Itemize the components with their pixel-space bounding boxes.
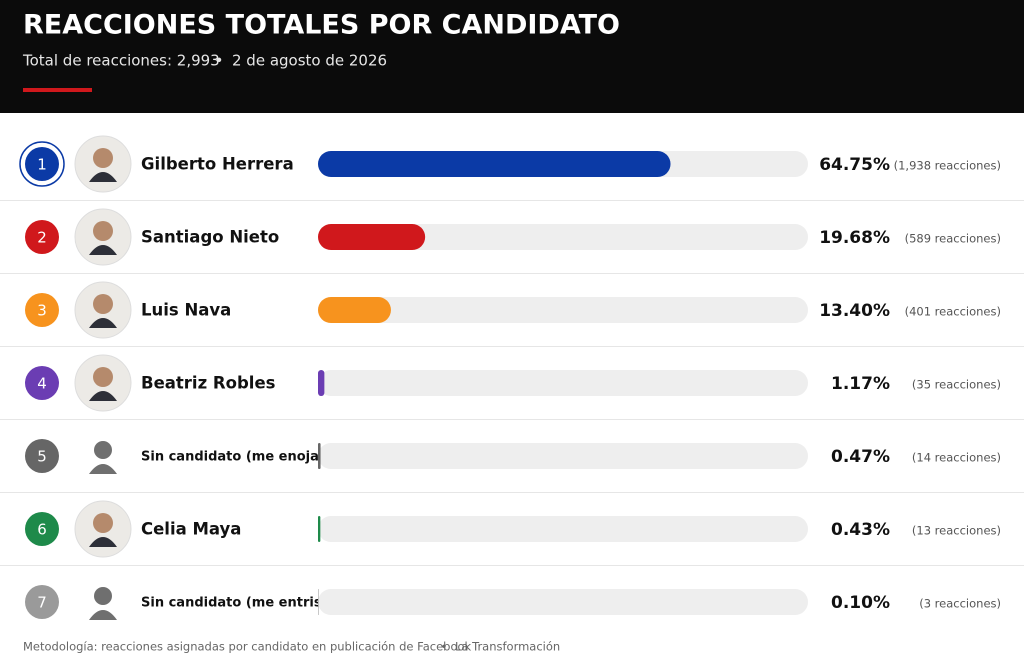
rank-number: 3 — [37, 302, 47, 320]
source: La Transformación — [455, 640, 560, 654]
avatar-head — [93, 367, 113, 387]
avatar-body — [89, 318, 117, 328]
bar — [318, 297, 391, 323]
value-label: 0.47% — [831, 447, 890, 467]
reactions-label: (14 reacciones) — [912, 451, 1001, 465]
bar-track — [318, 443, 808, 469]
rank-number: 7 — [37, 594, 47, 612]
rank-badge — [25, 366, 59, 400]
avatar-head — [93, 221, 113, 241]
reactions-label: (13 reacciones) — [912, 524, 1001, 538]
bar — [318, 589, 319, 615]
candidate-name: Gilberto Herrera — [141, 155, 294, 174]
value-label: 64.75% — [819, 155, 890, 175]
rank-badge — [25, 147, 59, 181]
avatar-head — [93, 513, 113, 533]
rank-badge — [25, 293, 59, 327]
avatar-head — [94, 587, 112, 605]
value-label: 13.40% — [819, 301, 890, 321]
date: 2 de agosto de 2026 — [232, 52, 387, 70]
value-label: 19.68% — [819, 228, 890, 248]
candidate-name: Beatriz Robles — [141, 374, 276, 393]
total-label: Total de reacciones: 2,993 — [22, 52, 220, 70]
separator: • — [441, 640, 448, 654]
rank-badge — [25, 220, 59, 254]
bar-track — [318, 297, 808, 323]
value-label: 0.10% — [831, 593, 890, 613]
rank-number: 4 — [37, 375, 47, 393]
header-background — [0, 0, 1024, 113]
rank-badge — [25, 585, 59, 619]
bar-track — [318, 224, 808, 250]
rank-number: 1 — [37, 156, 47, 174]
avatar-head — [94, 441, 112, 459]
avatar-body — [89, 391, 117, 401]
reactions-label: (589 reacciones) — [905, 232, 1001, 246]
avatar-body — [89, 537, 117, 547]
rank-badge — [25, 439, 59, 473]
bar — [318, 370, 325, 396]
avatar-body — [89, 245, 117, 255]
candidate-name: Celia Maya — [141, 520, 241, 539]
rank-badge — [25, 512, 59, 546]
reactions-label: (35 reacciones) — [912, 378, 1001, 392]
avatar-head — [93, 148, 113, 168]
value-label: 0.43% — [831, 520, 890, 540]
bar — [318, 151, 671, 177]
bar-track — [318, 516, 808, 542]
candidate-name: Sin candidato (me enoja) — [141, 450, 325, 465]
avatar-body — [89, 610, 117, 620]
value-label: 1.17% — [831, 374, 890, 394]
separator: • — [215, 52, 224, 70]
reactions-label: (401 reacciones) — [905, 305, 1001, 319]
reactions-label: (1,938 reacciones) — [894, 159, 1001, 173]
bar — [318, 516, 321, 542]
bar-track — [318, 370, 808, 396]
bar — [318, 224, 426, 250]
avatar-body — [89, 464, 117, 474]
candidate-name: Luis Nava — [141, 301, 231, 320]
rank-number: 5 — [37, 448, 47, 466]
reactions-label: (3 reacciones) — [919, 597, 1001, 611]
accent-line — [23, 88, 92, 92]
rank-number: 2 — [37, 229, 47, 247]
rank-number: 6 — [37, 521, 47, 539]
bar-track — [318, 589, 808, 615]
avatar-body — [89, 172, 117, 182]
methodology: Metodología: reacciones asignadas por ca… — [23, 640, 472, 654]
chart-title: REACCIONES TOTALES POR CANDIDATO — [23, 10, 620, 41]
rank-ring — [19, 141, 65, 187]
avatar-head — [93, 294, 113, 314]
bar — [318, 443, 321, 469]
candidate-name: Santiago Nieto — [141, 228, 279, 247]
candidate-name: Sin candidato (me entristece) — [141, 596, 359, 611]
